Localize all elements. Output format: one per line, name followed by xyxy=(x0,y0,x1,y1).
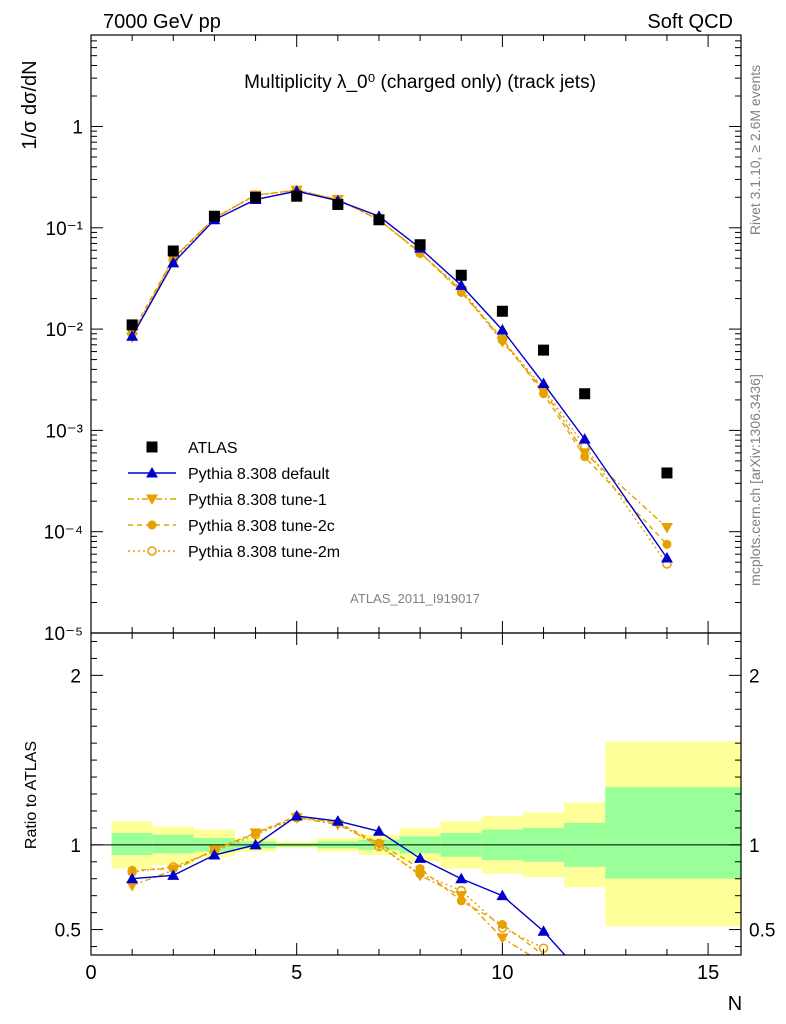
ratio-y-tick-label: 1 xyxy=(70,836,81,857)
ratio-y-tick-label: 0.5 xyxy=(749,921,775,942)
ratio-point xyxy=(415,864,425,874)
y-tick-label: 10⁻⁴ xyxy=(44,523,83,544)
ratio-point xyxy=(455,891,468,902)
mcplots-label: mcplots.cern.ch [arXiv:1306.3436] xyxy=(747,374,763,586)
data-point xyxy=(660,523,673,534)
data-point xyxy=(660,551,673,563)
legend-label: Pythia 8.308 tune-2m xyxy=(188,544,340,561)
atlas-point xyxy=(332,198,344,210)
data-point xyxy=(537,377,550,389)
ratio-point xyxy=(414,852,427,863)
legend-marker xyxy=(146,494,158,505)
ratio-point xyxy=(208,849,221,860)
header-left: 7000 GeV pp xyxy=(103,11,221,33)
data-point xyxy=(167,256,180,268)
rivet-label: Rivet 3.1.10, ≥ 2.6M events xyxy=(747,65,763,235)
data-point xyxy=(662,539,672,549)
atlas-point xyxy=(579,388,591,400)
data-point xyxy=(496,323,509,335)
y-tick-label: 10⁻¹ xyxy=(46,219,84,240)
data-point xyxy=(578,433,591,444)
atlas-point xyxy=(291,190,303,202)
ratio-point xyxy=(496,933,509,945)
ratio-point xyxy=(537,925,550,936)
main-title: Multiplicity λ_0⁰ (charged only) (track … xyxy=(244,72,596,93)
main-series-group xyxy=(126,185,673,569)
ratio-point xyxy=(497,919,507,929)
ratio-point xyxy=(249,828,262,839)
atlas-point xyxy=(373,214,385,226)
x-tick-label: 5 xyxy=(291,962,302,984)
atlas-point xyxy=(208,210,220,222)
atlas-point xyxy=(250,191,262,203)
data-point xyxy=(126,330,139,341)
ratio-panel xyxy=(91,741,741,927)
y-tick-label: 10⁻³ xyxy=(46,421,84,442)
ratio-series-group xyxy=(126,810,566,955)
atlas-point xyxy=(455,269,467,281)
y-tick-label: 1 xyxy=(72,117,83,138)
atlas-point xyxy=(661,467,673,479)
ratio-point xyxy=(249,838,262,850)
ratio-point xyxy=(127,865,137,875)
ratio-xlabel: N xyxy=(728,993,742,1015)
legend-label: ATLAS xyxy=(188,440,238,457)
ratio-point xyxy=(126,881,139,892)
ratio-ylabel: Ratio to ATLAS xyxy=(23,741,40,849)
legend-label: Pythia 8.308 tune-2c xyxy=(188,518,335,535)
y-tick-label: 10⁻² xyxy=(46,320,84,341)
ratio-y-tick-label: 0.5 xyxy=(55,921,81,942)
atlas-point xyxy=(167,245,179,257)
x-tick-label: 0 xyxy=(85,962,96,984)
ratio-point xyxy=(290,810,303,821)
legend-marker xyxy=(146,467,158,478)
ratio-point xyxy=(331,815,344,826)
legend-label: Pythia 8.308 default xyxy=(188,466,330,483)
data-point xyxy=(578,448,591,459)
ratio-point xyxy=(372,840,385,851)
data-point xyxy=(496,337,509,348)
data-point xyxy=(455,279,468,290)
band-inner xyxy=(605,787,741,879)
analysis-id: ATLAS_2011_I919017 xyxy=(350,591,480,606)
ratio-point xyxy=(455,872,468,884)
x-tick-label: 10 xyxy=(491,962,513,984)
ratio-point xyxy=(496,889,509,901)
atlas-point xyxy=(126,319,138,331)
legend-marker xyxy=(146,441,158,453)
atlas-point xyxy=(538,344,550,356)
atlas-point xyxy=(414,239,426,251)
legend-label: Pythia 8.308 tune-1 xyxy=(188,492,327,509)
ratio-y-tick-label: 2 xyxy=(70,666,81,687)
band-inner xyxy=(152,834,194,854)
band-inner xyxy=(111,832,153,856)
ratio-point xyxy=(414,870,427,882)
legend-marker xyxy=(147,520,157,530)
y-tick-label: 10⁻⁵ xyxy=(44,624,83,645)
legend-marker xyxy=(147,546,157,556)
main-ylabel: 1/σ dσ/dN xyxy=(19,60,41,149)
ratio-point xyxy=(126,872,139,884)
x-tick-label: 15 xyxy=(697,962,719,984)
ratio-point xyxy=(167,869,180,880)
ratio-y-tick-label: 1 xyxy=(749,836,760,857)
atlas-point xyxy=(496,305,508,317)
ratio-y-tick-label: 2 xyxy=(749,666,760,687)
header-right: Soft QCD xyxy=(647,11,733,33)
ratio-series-line xyxy=(132,815,566,955)
ratio-point xyxy=(372,825,385,836)
